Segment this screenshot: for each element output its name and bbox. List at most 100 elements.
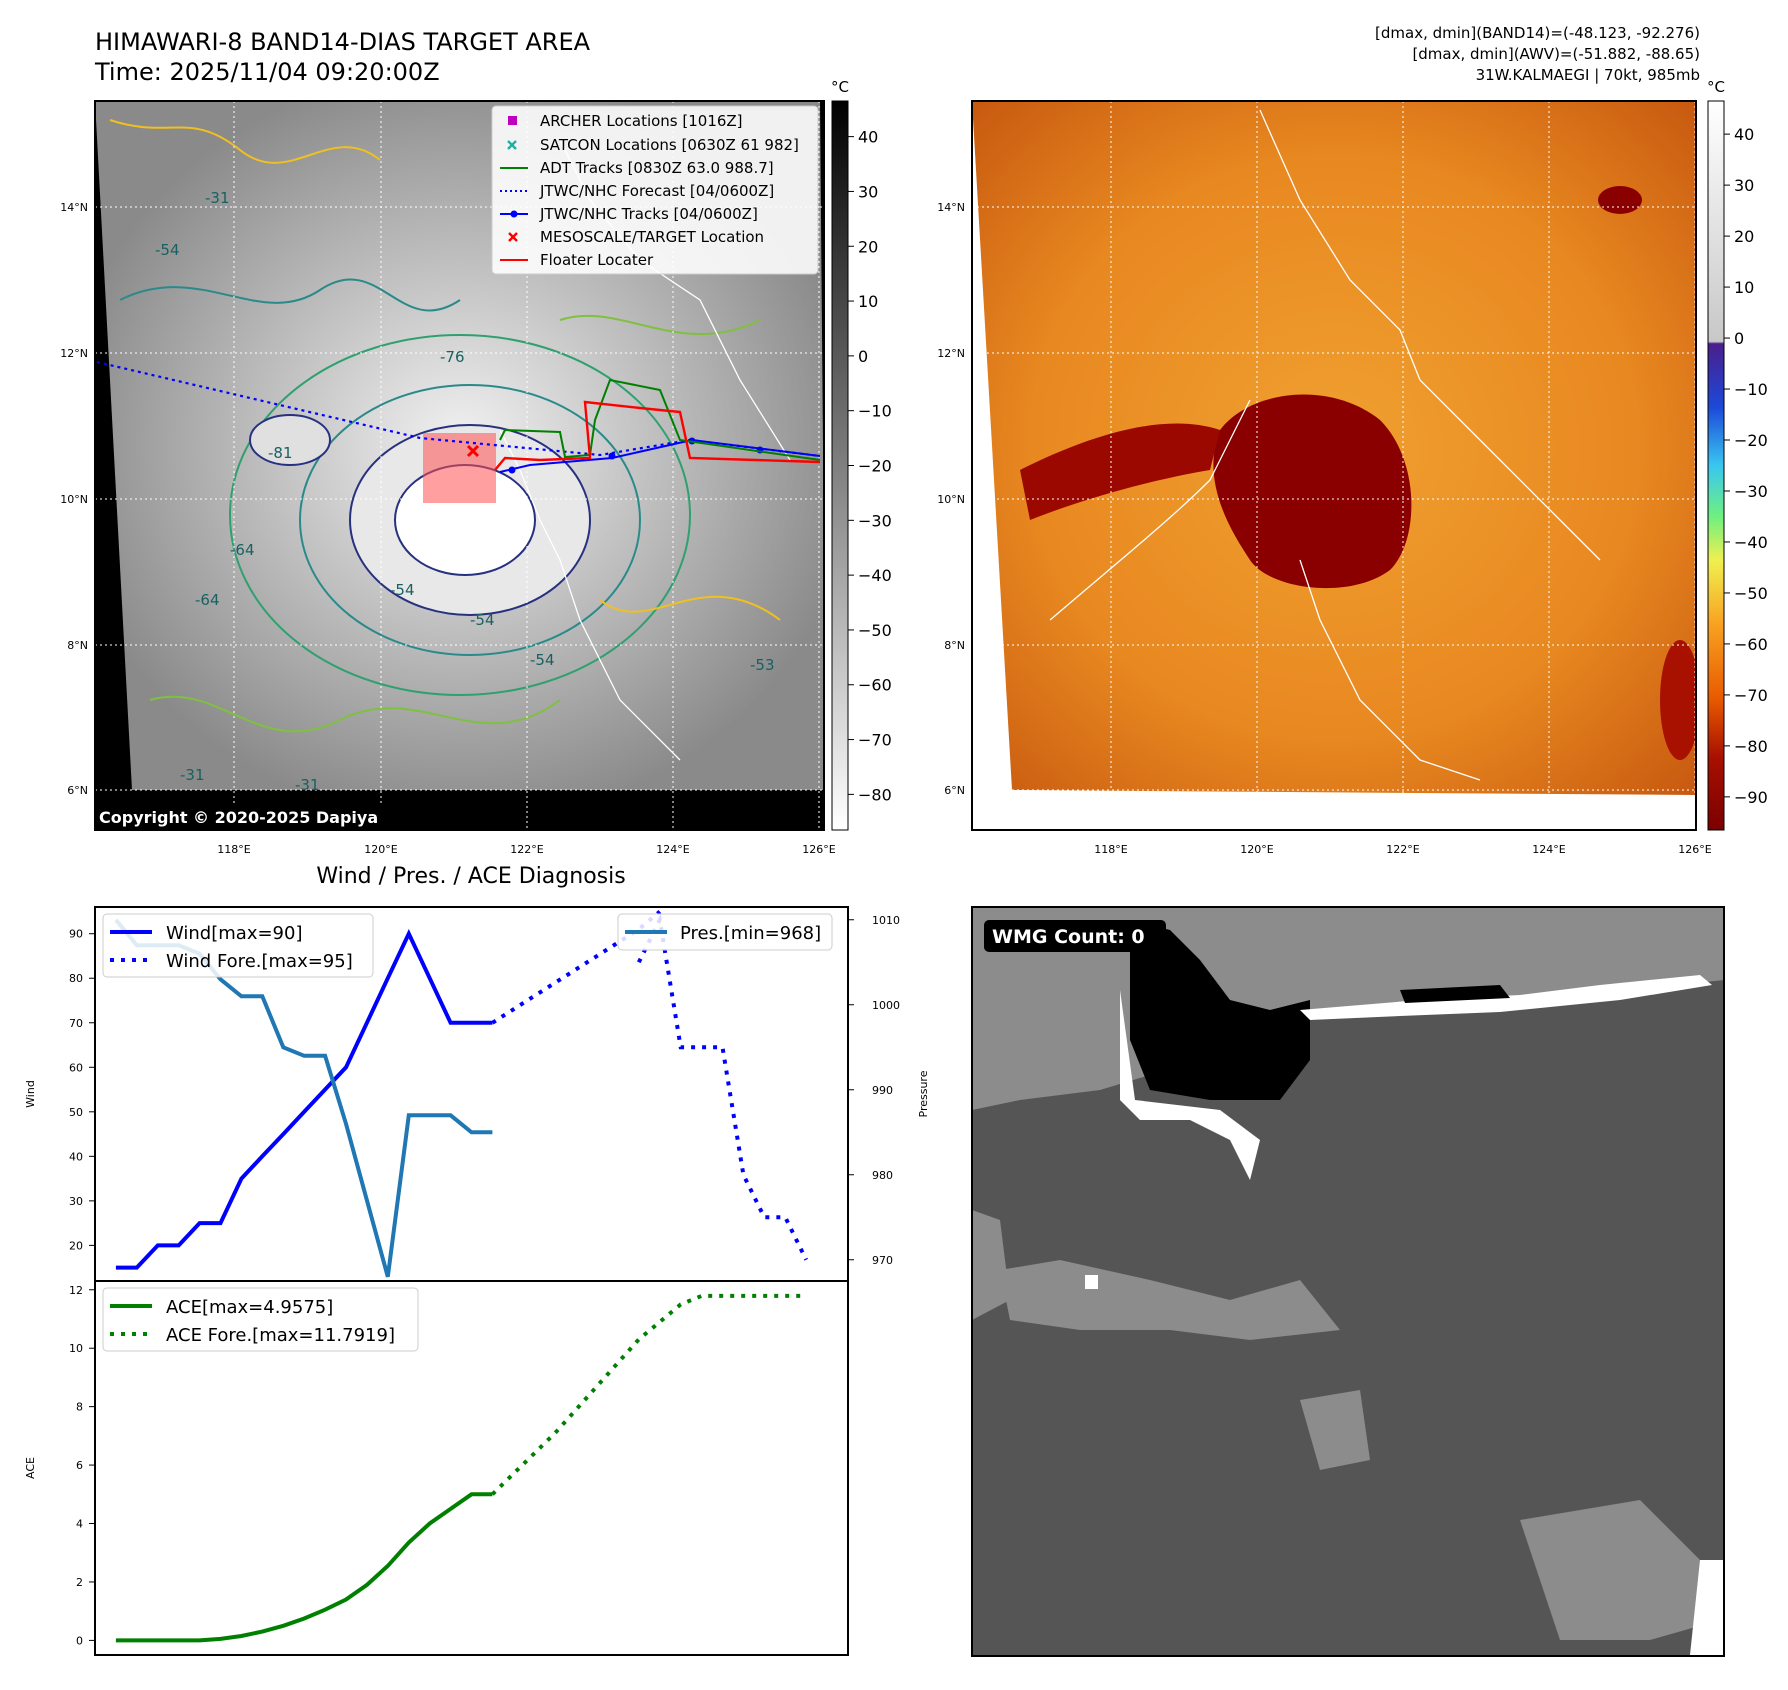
- gray-colorbar-ticks: 40 30 20 10 0 −10 −20 −30 −40 −50 −60 −70 −80: [848, 128, 892, 804]
- wmg-count-box: [984, 920, 1166, 952]
- gray-colorbar-tick-label: −40: [858, 566, 892, 585]
- wind-axis-tick-label: 60: [69, 1061, 83, 1074]
- ace-axis-ticks: 0 2 4 6 8 10 12: [69, 1284, 95, 1647]
- svg-text:14°N: 14°N: [60, 201, 88, 214]
- adt-track-line: [499, 378, 821, 461]
- svg-text:-53: -53: [750, 656, 775, 674]
- svg-text:14°N: 14°N: [937, 201, 965, 214]
- svg-text:124°E: 124°E: [1532, 843, 1565, 856]
- ace-axis-label: ACE: [24, 1457, 37, 1479]
- svg-text:126°E: 126°E: [802, 843, 835, 856]
- awv-range: [dmax, dmin](AWV)=(-51.882, -88.65): [1412, 45, 1700, 63]
- ace-axis-tick-label: 8: [76, 1401, 83, 1414]
- legend-target-swatch: [508, 232, 518, 242]
- storm-info: 31W.KALMAEGI | 70kt, 985mb: [1476, 66, 1700, 84]
- svg-text:-54: -54: [470, 611, 495, 629]
- color-colorbar-tick-label: 20: [1734, 227, 1754, 246]
- svg-text:10°N: 10°N: [937, 493, 965, 506]
- svg-text:-31: -31: [205, 189, 230, 207]
- ace-axis-tick-label: 0: [76, 1634, 83, 1647]
- legend-ace-forecast: ACE Fore.[max=11.7919]: [166, 1325, 395, 1346]
- ace-legend: ACE[max=4.9575] ACE Fore.[max=11.7919]: [102, 1287, 419, 1352]
- legend-floater: Floater Locater: [540, 251, 654, 269]
- wind-axis-tick-label: 90: [69, 928, 83, 941]
- color-colorbar-tick-label: −30: [1734, 482, 1768, 501]
- wind-axis-tick-label: 80: [69, 972, 83, 985]
- color-colorbar-tick-label: 40: [1734, 125, 1754, 144]
- svg-text:122°E: 122°E: [1386, 843, 1419, 856]
- gray-colorbar-tick-label: −60: [858, 676, 892, 695]
- svg-text:-31: -31: [180, 766, 205, 784]
- ace-axis-tick-label: 12: [69, 1284, 83, 1297]
- gray-colorbar-tick-label: −80: [858, 785, 892, 804]
- pressure-axis-label: Pressure: [917, 1070, 930, 1117]
- awv-map-frame: [971, 100, 1697, 831]
- figure-title: HIMAWARI-8 BAND14-DIAS TARGET AREA: [95, 28, 591, 56]
- pressure-axis-ticks: 970 980 990 1000 1010: [848, 914, 900, 1267]
- svg-text:118°E: 118°E: [1094, 843, 1127, 856]
- svg-text:-81: -81: [268, 444, 293, 462]
- gray-colorbar-tick-label: 20: [858, 237, 878, 256]
- awv-lon-labels: 118°E 120°E 122°E 124°E 126°E: [1094, 843, 1711, 856]
- gray-colorbar: °C 40 30 20 10 0 −10 −20 −30 −40 −50 −60 −70 −80: [831, 78, 892, 831]
- gray-colorbar-unit: °C: [831, 78, 849, 96]
- svg-text:12°N: 12°N: [60, 347, 88, 360]
- gray-colorbar-tick-label: −20: [858, 457, 892, 476]
- ace-forecast-line: [490, 1293, 807, 1496]
- pressure-axis-tick-label: 990: [872, 1084, 893, 1097]
- coastline: [499, 429, 681, 761]
- color-colorbar-tick-label: −60: [1734, 635, 1768, 654]
- legend-satcon-swatch: [507, 140, 517, 150]
- diagnosis-title: Wind / Pres. / ACE Diagnosis: [316, 864, 625, 889]
- gray-colorbar-tick-label: −10: [858, 402, 892, 421]
- ace-series-line: [115, 1492, 493, 1643]
- svg-text:12°N: 12°N: [937, 347, 965, 360]
- svg-text:118°E: 118°E: [217, 843, 250, 856]
- map-legend: ARCHER Locations [1016Z] SATCON Location…: [491, 105, 819, 275]
- wind-axis-tick-label: 30: [69, 1195, 83, 1208]
- wind-pressure-chart: 20 30 40 50 60 70 80 90 970 980 990 1000 1010 Wind …: [24, 906, 930, 1282]
- target-area-box: [423, 433, 496, 503]
- wind-axis-label: Wind: [24, 1080, 37, 1108]
- legend-ace: ACE[max=4.9575]: [166, 1297, 333, 1318]
- wind-axis-tick-label: 40: [69, 1150, 83, 1163]
- wind-axis-tick-label: 20: [69, 1239, 83, 1252]
- wind-legend: Wind[max=90] Wind Fore.[max=95]: [102, 913, 374, 978]
- legend-satcon: SATCON Locations [0630Z 61 982]: [540, 136, 799, 154]
- svg-text:6°N: 6°N: [944, 784, 965, 797]
- awv-core: [1213, 394, 1412, 589]
- wind-series-line: [115, 929, 493, 1270]
- figure-time: Time: 2025/11/04 09:20:00Z: [94, 58, 440, 86]
- svg-text:-54: -54: [155, 241, 180, 259]
- legend-tracks: JTWC/NHC Tracks [04/0600Z]: [539, 205, 758, 223]
- legend-archer: ARCHER Locations [1016Z]: [540, 112, 743, 130]
- pressure-axis-tick-label: 1000: [872, 999, 900, 1012]
- svg-text:-54: -54: [390, 581, 415, 599]
- copyright-text: Copyright © 2020-2025 Dapiya: [99, 808, 378, 827]
- copyright-box: [95, 803, 410, 830]
- mesoscale-target-marker: [466, 444, 480, 458]
- legend-forecast: JTWC/NHC Forecast [04/0600Z]: [539, 182, 774, 200]
- awv-lat-labels: 14°N 12°N 10°N 8°N 6°N: [937, 201, 965, 797]
- ir-lat-labels: 14°N 12°N 10°N 8°N 6°N: [60, 201, 88, 797]
- wind-axis-ticks: 20 30 40 50 60 70 80 90: [69, 928, 95, 1252]
- ir-map-panel: -31 -54 -64 -76 -81 -64 -54 -54 -31 -31 …: [60, 100, 836, 856]
- gray-colorbar-tick-label: 0: [858, 347, 868, 366]
- legend-pressure: Pres.[min=968]: [680, 923, 821, 944]
- gray-colorbar-tick-label: 10: [858, 292, 878, 311]
- color-colorbar-tick-label: −70: [1734, 686, 1768, 705]
- svg-text:126°E: 126°E: [1678, 843, 1711, 856]
- svg-text:-64: -64: [195, 591, 220, 609]
- contour-labels: -31 -54 -64 -76 -81 -64 -54 -54 -31 -31 …: [155, 189, 775, 794]
- svg-text:122°E: 122°E: [510, 843, 543, 856]
- legend-target: MESOSCALE/TARGET Location: [540, 228, 764, 246]
- ir-lon-labels: 118°E 120°E 122°E 124°E 126°E: [217, 843, 835, 856]
- legend-wind: Wind[max=90]: [166, 923, 303, 944]
- color-colorbar-tick-label: −50: [1734, 584, 1768, 603]
- svg-text:-76: -76: [440, 348, 465, 366]
- ace-chart: 0 2 4 6 8 10 12 ACE ACE[max=4.9575] ACE Fore.[…: [24, 1280, 849, 1656]
- ace-axis-tick-label: 10: [69, 1342, 83, 1355]
- gray-colorbar-tick-label: −70: [858, 731, 892, 750]
- pressure-axis-tick-label: 1010: [872, 914, 900, 927]
- ace-axis-tick-label: 2: [76, 1576, 83, 1589]
